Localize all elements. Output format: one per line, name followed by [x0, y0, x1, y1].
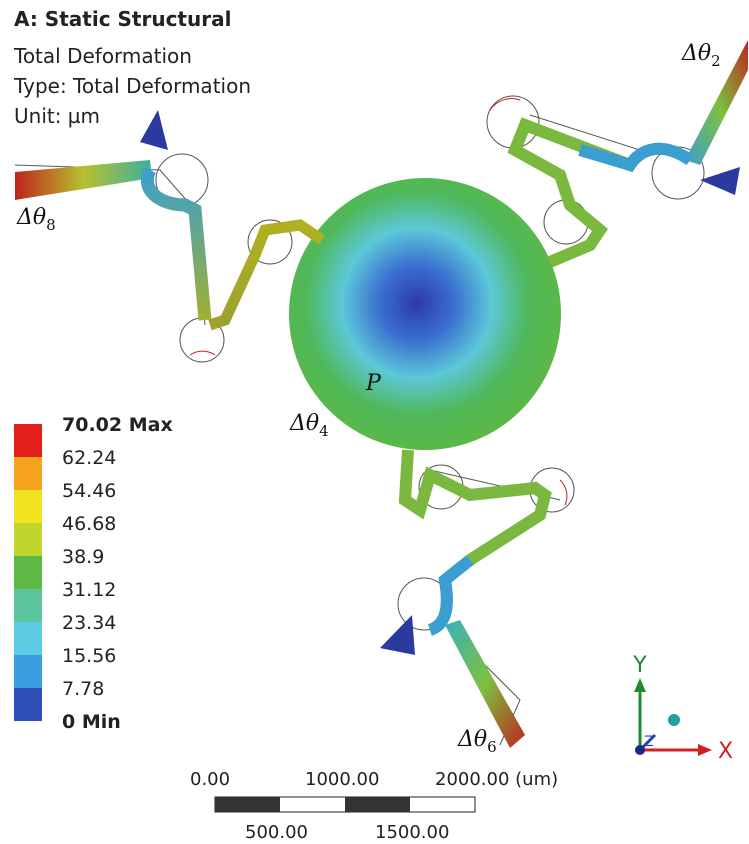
- header-line: Type: Total Deformation: [13, 74, 251, 98]
- point-label: P: [365, 371, 382, 396]
- legend-label: 0 Min: [62, 711, 121, 733]
- legend-swatch: [14, 589, 42, 622]
- scale-label: 0.00: [190, 769, 230, 790]
- angle-label: Δθ8: [16, 205, 56, 234]
- legend-label: 46.68: [62, 513, 116, 535]
- viewport: A: Static Structural Total Deformation Typ…: [0, 0, 749, 844]
- x-axis-label: X: [718, 739, 733, 764]
- scale-bar: [215, 797, 475, 812]
- scale-label: 1500.00: [375, 822, 449, 843]
- legend-swatch: [14, 556, 42, 589]
- header-line: Total Deformation: [13, 44, 192, 68]
- title: A: Static Structural: [14, 7, 231, 31]
- angle-symbol: Δθ: [16, 205, 46, 230]
- legend-label: 15.56: [62, 645, 116, 667]
- legend-swatch: [14, 655, 42, 688]
- scale-bar-segment: [215, 797, 280, 812]
- proof-mass: [289, 178, 561, 450]
- scale-label: 1000.00: [305, 769, 379, 790]
- legend-label: 70.02 Max: [62, 414, 173, 436]
- legend-swatch: [14, 424, 42, 457]
- legend-swatch: [14, 688, 42, 721]
- scale-bar-segment: [345, 797, 410, 812]
- angle-label: Δθ4: [289, 411, 329, 440]
- legend-label: 38.9: [62, 546, 104, 568]
- z-axis-label: Z: [644, 734, 654, 750]
- scale-label: 2000.00 (um): [435, 769, 558, 790]
- header-line: Unit: µm: [14, 104, 100, 128]
- angle-subscript: 8: [46, 216, 56, 234]
- flexure-beam: [147, 170, 205, 320]
- y-axis-label: Y: [632, 653, 647, 678]
- angle-symbol: Δθ: [457, 727, 487, 752]
- legend-swatch: [14, 622, 42, 655]
- angle-symbol: Δθ: [681, 41, 711, 66]
- angle-subscript: 4: [319, 422, 329, 440]
- angle-subscript: 2: [711, 52, 721, 70]
- legend-label: 23.34: [62, 612, 116, 634]
- y-arrow-head: [634, 678, 646, 692]
- legend-swatch: [14, 457, 42, 490]
- legend-label: 31.12: [62, 579, 116, 601]
- flexure-beam: [430, 560, 470, 630]
- flexure-beam: [580, 149, 690, 165]
- legend-label: 54.46: [62, 480, 116, 502]
- angle-label: Δθ2: [681, 41, 721, 70]
- legend-label: 7.78: [62, 678, 104, 700]
- angle-symbol: Δθ: [289, 411, 319, 436]
- legend-swatch: [14, 490, 42, 523]
- scale-label: 500.00: [245, 822, 308, 843]
- model: [15, 40, 748, 748]
- triad-marker: [668, 714, 680, 726]
- angle-subscript: 6: [487, 738, 497, 756]
- flexure-beam: [405, 450, 545, 630]
- legend-label: 62.24: [62, 447, 116, 469]
- x-arrow-head: [698, 744, 712, 756]
- legend-swatch: [14, 523, 42, 556]
- angle-label: Δθ6: [457, 727, 497, 756]
